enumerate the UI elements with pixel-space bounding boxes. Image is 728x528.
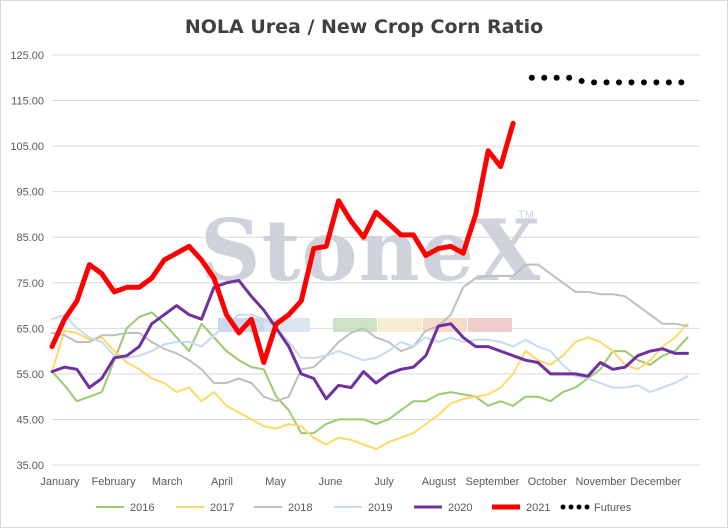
legend-item-2018: 2018 — [254, 502, 312, 514]
y-tick-label: 75.00 — [16, 278, 44, 290]
series-futures-point — [665, 79, 672, 86]
series-futures-point — [616, 79, 622, 86]
legend-label: 2020 — [448, 502, 472, 514]
watermark: StoneX TM — [200, 201, 541, 332]
y-tick-label: 45.00 — [16, 414, 44, 426]
legend: 2016 2017 2018 2019 2020 2021 Futures — [96, 502, 632, 514]
watermark-stripe-green — [333, 318, 377, 332]
series-futures-point — [653, 79, 660, 86]
x-tick-label: January — [40, 476, 80, 488]
x-tick-label: February — [92, 476, 137, 488]
x-axis-ticks: January February March April May June July Augu… — [40, 476, 681, 488]
series-futures-point — [640, 79, 647, 86]
x-tick-label: March — [152, 476, 183, 488]
y-tick-label: 35.00 — [16, 460, 44, 472]
chart-title: NOLA Urea / New Crop Corn Ratio — [185, 16, 543, 38]
series-futures-point — [553, 74, 560, 81]
x-tick-label: November — [575, 476, 626, 488]
series-2021-line — [49, 120, 516, 365]
series-lines — [49, 74, 689, 451]
legend-label: 2019 — [368, 502, 392, 514]
watermark-text: StoneX — [200, 201, 541, 300]
watermark-stripe-red — [468, 318, 512, 332]
series-futures-point — [678, 79, 685, 86]
series-2019-line — [51, 313, 689, 394]
y-tick-label: 105.00 — [10, 141, 44, 153]
series-futures-point — [628, 79, 635, 86]
legend-item-2020: 2020 — [414, 502, 472, 514]
legend-swatch-dot — [568, 504, 574, 510]
x-tick-label: June — [318, 476, 342, 488]
legend-label: 2018 — [288, 502, 312, 514]
legend-swatch-dot — [576, 504, 582, 510]
series-futures-point — [541, 74, 548, 81]
series-futures-point — [566, 74, 573, 81]
series-futures-point — [591, 79, 598, 86]
x-tick-label: October — [528, 476, 567, 488]
watermark-stripe-yellow — [378, 318, 422, 332]
legend-label: Futures — [594, 502, 632, 514]
legend-swatch-dot — [584, 504, 590, 510]
y-tick-label: 65.00 — [16, 323, 44, 335]
x-tick-label: April — [211, 476, 233, 488]
y-tick-label: 85.00 — [16, 232, 44, 244]
x-tick-label: August — [422, 476, 456, 488]
legend-item-2021: 2021 — [492, 502, 550, 514]
series-futures-point — [603, 79, 610, 86]
legend-label: 2017 — [210, 502, 234, 514]
legend-label: 2016 — [130, 502, 154, 514]
x-tick-label: September — [466, 476, 520, 488]
y-tick-label: 55.00 — [16, 369, 44, 381]
y-tick-label: 95.00 — [16, 187, 44, 199]
legend-item-2016: 2016 — [96, 502, 154, 514]
gridlines — [52, 54, 700, 466]
series-2017-line — [51, 322, 689, 451]
watermark-tm: TM — [518, 209, 534, 221]
y-tick-label: 115.00 — [11, 96, 44, 108]
legend-item-2019: 2019 — [334, 502, 392, 514]
series-futures-point — [578, 77, 585, 84]
y-tick-label: 125.00 — [10, 50, 44, 62]
series-2020-line — [50, 279, 689, 401]
series-futures-point — [528, 74, 535, 81]
series-2018-line — [51, 263, 689, 403]
x-tick-label: July — [374, 476, 394, 488]
legend-swatch-dot — [560, 504, 566, 510]
legend-item-2017: 2017 — [176, 502, 234, 514]
legend-item-futures: Futures — [560, 502, 632, 514]
legend-label: 2021 — [526, 502, 550, 514]
y-axis-ticks: 35.00 45.00 55.00 65.00 75.00 85.00 95.00 105.0… — [10, 50, 44, 472]
x-tick-label: December — [630, 476, 681, 488]
x-tick-label: May — [265, 476, 286, 488]
